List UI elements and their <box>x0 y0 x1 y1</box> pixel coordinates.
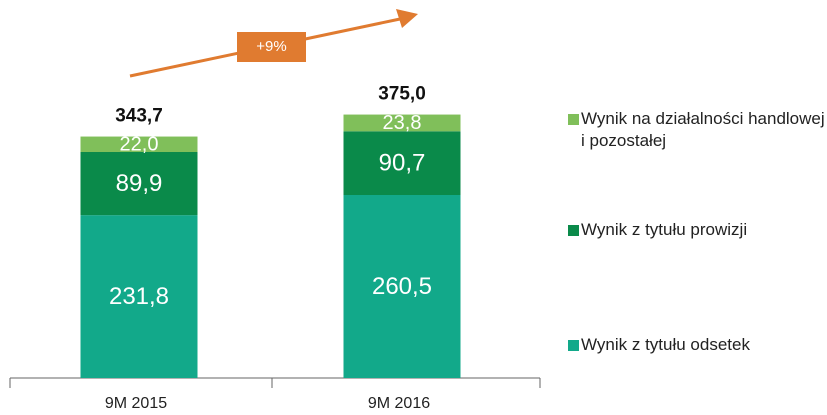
annotation: +9% <box>256 38 286 55</box>
total-label: 375,0 <box>378 84 426 105</box>
value-label: 231,8 <box>109 283 169 310</box>
legend-swatch <box>568 114 579 125</box>
value-label: 89,9 <box>116 170 163 197</box>
legend-label: Wynik z tytułu odsetek <box>581 335 750 354</box>
value-label: 90,7 <box>379 149 426 176</box>
annotation-box <box>237 32 306 62</box>
legend-label: Wynik na działalności handlowej i pozost… <box>581 109 825 150</box>
bar-segment <box>80 136 198 153</box>
legend-label: Wynik z tytułu prowizji <box>581 220 748 239</box>
x-tick-label: 9M 2015 <box>105 395 167 412</box>
total-label: 343,7 <box>115 106 163 127</box>
value-label: 22,0 <box>120 134 159 156</box>
x-tick-label: 9M 2016 <box>368 395 430 412</box>
legend-item: Wynik z tytułu prowizji <box>568 219 827 241</box>
legend-swatch <box>568 340 579 351</box>
bar-segment <box>343 194 461 378</box>
arrow-head <box>396 9 418 28</box>
bar-segment <box>80 152 198 216</box>
bar-segment <box>343 131 461 195</box>
bar-segment <box>80 215 198 378</box>
value-label: 260,5 <box>372 273 432 300</box>
legend-item: Wynik na działalności handlowej i pozost… <box>568 108 827 152</box>
legend-item: Wynik z tytułu odsetek <box>568 334 827 356</box>
value-label: 23,8 <box>383 112 422 134</box>
bar-segment <box>343 114 461 132</box>
legend-swatch <box>568 225 579 236</box>
